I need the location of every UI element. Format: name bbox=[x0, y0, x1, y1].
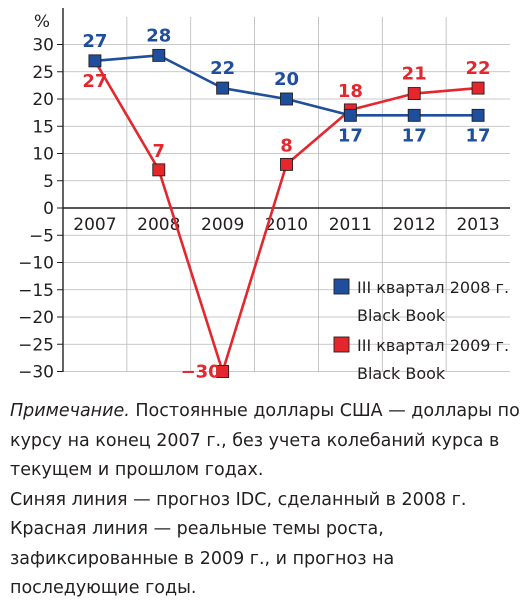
data-point bbox=[88, 54, 102, 68]
legend-label: Black Book bbox=[357, 364, 446, 383]
data-label: 20 bbox=[274, 69, 299, 90]
y-unit-label: % bbox=[34, 12, 50, 32]
x-tick-label: 2010 bbox=[265, 215, 308, 235]
data-point bbox=[471, 108, 485, 122]
data-label: 18 bbox=[338, 81, 363, 102]
note-blue-line: Синяя линия — прогноз IDC, сделанный в 2… bbox=[10, 489, 467, 510]
data-label: 17 bbox=[466, 125, 491, 146]
x-tick-label: 2009 bbox=[201, 215, 244, 235]
y-tick-label: −5 bbox=[29, 226, 54, 246]
data-label: 7 bbox=[153, 141, 166, 162]
y-tick-label: 0 bbox=[43, 199, 54, 219]
series-group bbox=[88, 48, 485, 378]
data-point bbox=[343, 108, 357, 122]
note-paragraph-1: Примечание. Постоянные доллары США — дол… bbox=[10, 397, 520, 486]
x-tick-label: 2007 bbox=[73, 215, 116, 235]
x-tick-label: 2013 bbox=[456, 215, 499, 235]
legend: III квартал 2008 г. Black Book III квартал… bbox=[333, 278, 509, 383]
data-point bbox=[407, 108, 421, 122]
data-label: 22 bbox=[466, 58, 491, 79]
note-red-line: Красная линия — реальные темы роста, заф… bbox=[10, 519, 395, 598]
legend-label: III квартал 2008 г. bbox=[357, 278, 509, 297]
data-point bbox=[471, 81, 485, 95]
y-tick-label: 5 bbox=[43, 172, 54, 192]
footnote: Примечание. Постоянные доллары США — дол… bbox=[10, 397, 520, 604]
data-point bbox=[216, 365, 230, 378]
data-label: 28 bbox=[146, 25, 171, 46]
y-tick-label: −10 bbox=[18, 254, 54, 274]
legend-label: III квартал 2009 г. bbox=[357, 336, 509, 355]
data-labels: 27 28 22 20 17 17 17 27 7 −30 8 18 21 22 bbox=[82, 25, 490, 382]
y-tick-label: 30 bbox=[32, 36, 54, 56]
y-tick-label: 25 bbox=[32, 63, 54, 83]
x-tick-label: 2011 bbox=[329, 215, 372, 235]
data-label: 17 bbox=[402, 125, 427, 146]
data-point bbox=[216, 81, 230, 95]
y-tick-label: −30 bbox=[18, 363, 54, 383]
y-tick-label: −20 bbox=[18, 308, 54, 328]
legend-swatch bbox=[333, 278, 350, 295]
x-tick-label: 2012 bbox=[393, 215, 436, 235]
data-label: −30 bbox=[181, 362, 221, 383]
y-tick-label: 15 bbox=[32, 117, 54, 137]
chart: 30 25 20 15 10 5 0 −5 −10 −15 −20 −25 −30% 2007 2008 20… bbox=[18, 8, 510, 383]
x-tick-label: 2008 bbox=[137, 215, 180, 235]
y-tick-label: 10 bbox=[32, 145, 54, 165]
gridlines bbox=[63, 17, 510, 372]
data-point bbox=[152, 48, 166, 62]
y-tick-label: −15 bbox=[18, 281, 54, 301]
data-point bbox=[407, 87, 421, 101]
data-label: 21 bbox=[402, 64, 427, 85]
y-tick-label: −25 bbox=[18, 335, 54, 355]
data-label: 22 bbox=[210, 58, 235, 79]
note-heading: Примечание. bbox=[10, 401, 130, 421]
data-label: 8 bbox=[280, 135, 293, 156]
y-tick-label: 20 bbox=[32, 90, 54, 110]
data-point bbox=[152, 163, 166, 177]
legend-swatch bbox=[333, 336, 350, 353]
data-point bbox=[280, 92, 293, 106]
legend-label: Black Book bbox=[357, 306, 446, 325]
data-point bbox=[280, 157, 293, 171]
data-label: 27 bbox=[82, 71, 107, 92]
data-label: 17 bbox=[338, 125, 363, 146]
axes: 30 25 20 15 10 5 0 −5 −10 −15 −20 −25 −30% 2007 2008 20… bbox=[18, 8, 510, 383]
note-text-1: Постоянные доллары США — доллары по курс… bbox=[10, 401, 520, 480]
data-label: 27 bbox=[82, 31, 107, 52]
